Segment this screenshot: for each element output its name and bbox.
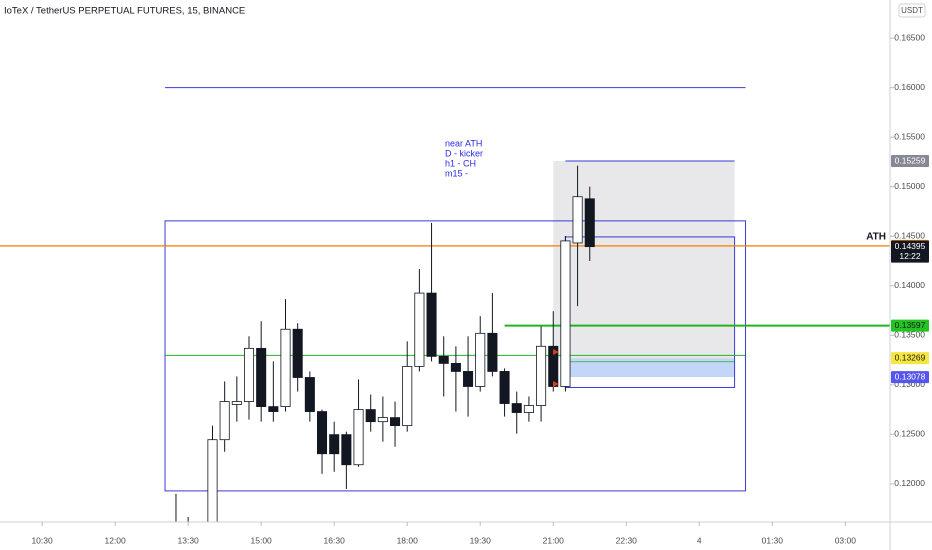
marker-arrow	[553, 349, 559, 355]
price-tag	[891, 319, 929, 332]
drawing-rect	[565, 358, 735, 378]
candle-body	[316, 411, 328, 455]
candle-body	[377, 417, 388, 423]
candle-body	[365, 409, 376, 423]
x-tick-label: 10:30	[31, 535, 53, 545]
x-tick-label: 03:00	[835, 535, 857, 545]
y-tick-label: 0.15500	[894, 131, 925, 141]
x-tick-label: 01:30	[762, 535, 784, 545]
candle-body	[560, 240, 571, 387]
y-tick-label: 0.13500	[894, 330, 925, 340]
x-tick-label: 15:00	[251, 535, 273, 545]
candle-body	[426, 292, 437, 357]
candle-body	[231, 401, 242, 405]
currency: USDT	[901, 6, 923, 15]
marker-arrow	[553, 381, 559, 387]
candle-body	[171, 523, 180, 532]
candle-body	[584, 198, 595, 248]
candle-body	[353, 409, 364, 466]
price-tag-label: 0.15259	[895, 155, 926, 165]
price-tag	[891, 352, 929, 365]
candle-body	[536, 345, 547, 406]
x-tick-label: 18:00	[397, 535, 419, 545]
annotation-line: h1 - CH	[445, 158, 476, 168]
candle-body	[523, 405, 534, 413]
y-tick-label: 0.16500	[894, 32, 925, 42]
candle-body	[280, 328, 291, 408]
price-tag	[891, 240, 929, 263]
candle-body	[207, 439, 218, 522]
candle-body	[329, 434, 340, 455]
candle-body	[450, 363, 461, 372]
y-tick-label: 0.13000	[894, 379, 925, 389]
candle-body	[463, 371, 474, 387]
candle-body	[268, 406, 279, 412]
x-tick-label: 12:00	[104, 535, 126, 545]
y-tick-label: 0.15000	[894, 181, 925, 191]
plot-area	[0, 87, 890, 532]
annotation-line: m15 -	[445, 168, 468, 178]
candle-body	[511, 403, 522, 413]
x-tick-label: 4	[697, 535, 702, 545]
y-tick-label: 0.12000	[894, 478, 925, 488]
candle-body	[572, 196, 583, 244]
candle-body	[402, 365, 413, 427]
candle-body	[475, 332, 486, 387]
price-tag-label: 0.13269	[895, 352, 926, 362]
candle-body	[219, 401, 230, 441]
candle-body	[438, 355, 449, 364]
y-tick-label: 0.16000	[894, 82, 925, 92]
price-tag-label: 0.13597	[895, 320, 926, 330]
drawing-rect	[553, 161, 735, 359]
y-tick-label: 0.14500	[894, 230, 925, 240]
line-label: ATH	[866, 232, 886, 243]
candle-body	[256, 347, 267, 408]
candle-body	[292, 328, 303, 378]
candle-body	[487, 332, 498, 372]
x-tick-label: 19:30	[470, 535, 492, 545]
candle-body	[390, 417, 401, 427]
x-tick-label: 21:00	[543, 535, 565, 545]
candle-body	[341, 434, 352, 466]
y-tick-label: 0.14000	[894, 280, 925, 290]
annotation-line: near ATH	[445, 138, 482, 148]
price-tag-label: 0.14395	[895, 241, 926, 251]
y-tick-label: 0.12500	[894, 429, 925, 439]
currency-box[interactable]	[898, 3, 926, 18]
candle-body	[499, 371, 510, 404]
price-tag-countdown: 12:22	[899, 251, 921, 261]
x-tick-label: 13:30	[178, 535, 200, 545]
price-tag	[891, 155, 929, 168]
chart-title: IoTeX / TetherUS PERPETUAL FUTURES, 15, …	[4, 6, 245, 17]
candle-body	[414, 292, 425, 367]
x-tick-label: 16:30	[324, 535, 346, 545]
candle-body	[304, 377, 315, 412]
price-tag-label: 0.13078	[895, 371, 926, 381]
price-tag	[891, 371, 929, 384]
annotation-line: D - kicker	[445, 148, 483, 158]
x-tick-label: 22:30	[616, 535, 638, 545]
candle-body	[243, 347, 255, 402]
